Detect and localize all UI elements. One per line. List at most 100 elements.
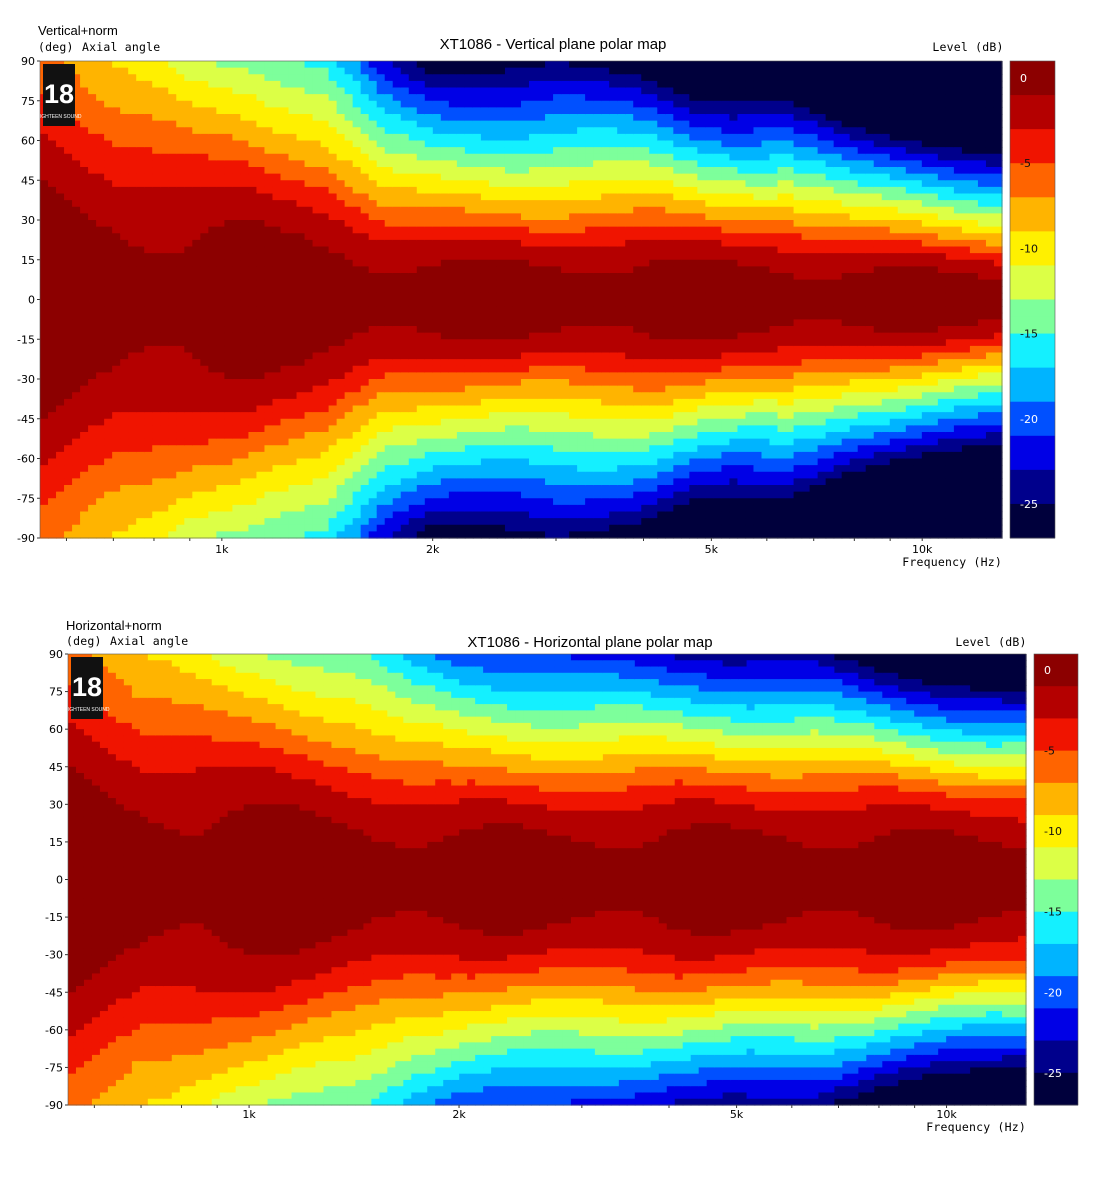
heatmap-cell [104, 518, 113, 526]
heatmap-cell [184, 458, 193, 466]
heatmap-cell [480, 379, 490, 387]
heatmap-cell [585, 147, 594, 155]
heatmap-cell [280, 140, 290, 148]
heatmap-cell [248, 213, 258, 221]
heatmap-cell [424, 147, 434, 155]
heatmap-cell [240, 259, 250, 267]
heatmap-cell [264, 339, 274, 347]
heatmap-cell [264, 385, 274, 393]
heatmap-cell [336, 253, 346, 261]
heatmap-cell [280, 114, 290, 122]
heatmap-cell [296, 531, 306, 539]
heatmap-cell [376, 518, 386, 526]
heatmap-cell [80, 518, 89, 526]
heatmap-cell [168, 471, 177, 479]
heatmap-cell [232, 74, 242, 82]
heatmap-cell [272, 372, 282, 380]
heatmap-cell [80, 292, 89, 301]
heatmap-cell [448, 259, 458, 267]
heatmap-cell [448, 398, 458, 407]
heatmap-cell [448, 133, 458, 142]
heatmap-cell [368, 114, 378, 122]
heatmap-cell [184, 87, 193, 95]
heatmap-cell [408, 511, 418, 519]
heatmap-cell [577, 425, 586, 433]
heatmap-cell [136, 246, 145, 254]
heatmap-cell [48, 160, 57, 168]
heatmap-cell [256, 273, 266, 281]
heatmap-cell [376, 326, 386, 334]
heatmap-cell [192, 186, 201, 195]
heatmap-cell [392, 206, 402, 214]
heatmap-cell [104, 292, 113, 301]
heatmap-cell [200, 319, 209, 327]
heatmap-cell [344, 193, 354, 201]
heatmap-cell [416, 405, 426, 413]
heatmap-cell [352, 471, 362, 479]
heatmap-cell [456, 239, 466, 248]
heatmap-cell [472, 147, 482, 155]
heatmap-cell [561, 213, 570, 221]
heatmap-cell [280, 167, 290, 175]
heatmap-cell [304, 292, 314, 301]
heatmap-cell [569, 220, 578, 228]
heatmap-cell [368, 418, 378, 426]
heatmap-cell [360, 432, 370, 440]
heatmap-cell [496, 398, 506, 407]
heatmap-cell [440, 345, 450, 354]
heatmap-cell [529, 432, 538, 440]
heatmap-cell [344, 286, 354, 294]
heatmap-cell [561, 114, 570, 122]
heatmap-cell [392, 412, 402, 420]
heatmap-cell [240, 206, 250, 214]
heatmap-cell [312, 286, 322, 294]
heatmap-cell [288, 491, 298, 499]
heatmap-cell [336, 61, 346, 69]
heatmap-cell [312, 107, 322, 115]
heatmap-cell [464, 133, 474, 142]
heatmap-cell [336, 173, 346, 181]
heatmap-cell [88, 485, 97, 493]
heatmap-cell [104, 279, 113, 287]
heatmap-cell [280, 180, 290, 188]
heatmap-cell [545, 160, 554, 168]
heatmap-cell [184, 239, 193, 248]
heatmap-cell [561, 292, 570, 301]
heatmap-cell [344, 432, 354, 440]
heatmap-cell [88, 107, 97, 115]
heatmap-cell [545, 339, 554, 347]
heatmap-cell [344, 504, 354, 513]
heatmap-cell [72, 372, 81, 380]
heatmap-cell [424, 193, 434, 201]
heatmap-cell [152, 153, 161, 161]
heatmap-cell [168, 80, 177, 89]
heatmap-cell [56, 359, 65, 367]
heatmap-cell [248, 385, 258, 393]
heatmap-cell [208, 120, 217, 128]
heatmap-cell [160, 173, 169, 181]
heatmap-cell [288, 471, 298, 479]
heatmap-cell [384, 133, 394, 142]
heatmap-cell [112, 326, 121, 334]
heatmap-cell [112, 167, 121, 175]
heatmap-cell [280, 465, 290, 473]
heatmap-cell [312, 531, 322, 539]
heatmap-cell [376, 306, 386, 314]
heatmap-cell [128, 127, 137, 135]
heatmap-cell [56, 292, 65, 301]
heatmap-cell [456, 471, 466, 479]
heatmap-cell [577, 418, 586, 426]
heatmap-cell [256, 458, 266, 466]
heatmap-cell [488, 485, 498, 493]
heatmap-cell [184, 94, 193, 102]
heatmap-cell [112, 398, 121, 407]
heatmap-cell [192, 167, 201, 175]
heatmap-cell [272, 398, 282, 407]
heatmap-cell [64, 180, 73, 188]
heatmap-cell [512, 471, 522, 479]
heatmap-cell [336, 379, 346, 387]
heatmap-cell [128, 372, 137, 380]
heatmap-cell [104, 140, 113, 148]
heatmap-cell [224, 259, 233, 267]
heatmap-cell [561, 531, 570, 539]
